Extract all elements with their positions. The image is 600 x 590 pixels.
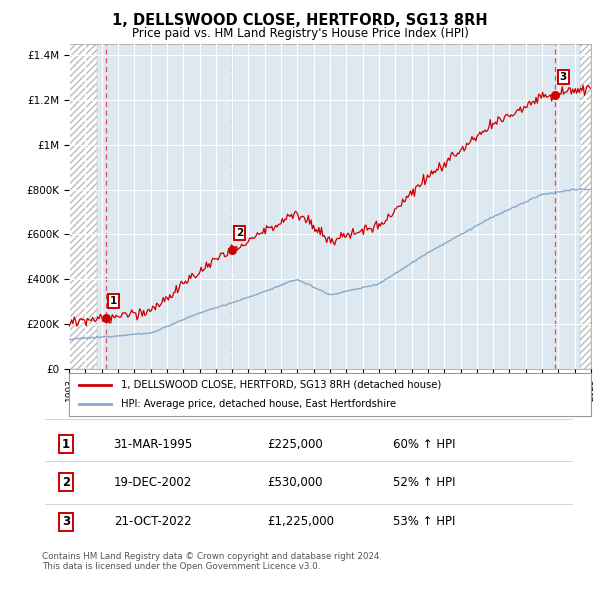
Text: 1: 1: [62, 438, 70, 451]
Text: 3: 3: [62, 515, 70, 528]
Text: 2: 2: [236, 228, 244, 238]
Text: 53% ↑ HPI: 53% ↑ HPI: [394, 515, 456, 528]
Bar: [69, 44, 97, 369]
Text: 19-DEC-2002: 19-DEC-2002: [113, 476, 192, 489]
Text: 1, DELLSWOOD CLOSE, HERTFORD, SG13 8RH (detached house): 1, DELLSWOOD CLOSE, HERTFORD, SG13 8RH (…: [121, 380, 442, 390]
Text: 21-OCT-2022: 21-OCT-2022: [113, 515, 191, 528]
Text: 60% ↑ HPI: 60% ↑ HPI: [394, 438, 456, 451]
Text: 31-MAR-1995: 31-MAR-1995: [113, 438, 193, 451]
Text: 2: 2: [62, 476, 70, 489]
Text: HPI: Average price, detached house, East Hertfordshire: HPI: Average price, detached house, East…: [121, 399, 397, 409]
Text: 3: 3: [560, 73, 567, 82]
Text: Price paid vs. HM Land Registry's House Price Index (HPI): Price paid vs. HM Land Registry's House …: [131, 27, 469, 40]
Text: £1,225,000: £1,225,000: [267, 515, 334, 528]
Text: £530,000: £530,000: [267, 476, 322, 489]
Text: Contains HM Land Registry data © Crown copyright and database right 2024.
This d: Contains HM Land Registry data © Crown c…: [42, 552, 382, 571]
Text: 1: 1: [110, 296, 118, 306]
Text: £225,000: £225,000: [267, 438, 323, 451]
Text: 52% ↑ HPI: 52% ↑ HPI: [394, 476, 456, 489]
Text: 1, DELLSWOOD CLOSE, HERTFORD, SG13 8RH: 1, DELLSWOOD CLOSE, HERTFORD, SG13 8RH: [112, 13, 488, 28]
Bar: [580, 44, 591, 369]
